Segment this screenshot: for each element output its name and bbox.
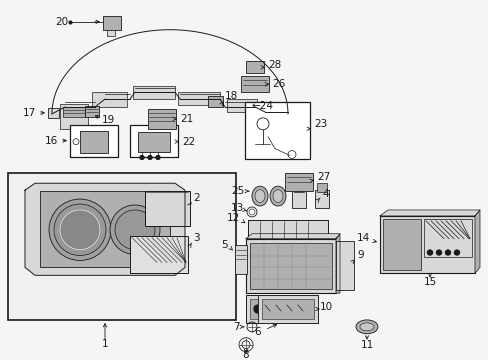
- Text: 14: 14: [356, 233, 369, 243]
- Circle shape: [253, 305, 262, 313]
- Bar: [148, 109, 176, 129]
- Bar: [258, 295, 317, 323]
- Text: 13: 13: [230, 203, 244, 213]
- Circle shape: [140, 156, 143, 159]
- Bar: [245, 239, 335, 293]
- Text: 28: 28: [267, 60, 281, 70]
- Bar: [107, 30, 115, 36]
- Bar: [314, 190, 328, 208]
- Text: 23: 23: [313, 119, 326, 129]
- Bar: [241, 76, 268, 92]
- Bar: [70, 125, 118, 157]
- Text: 17: 17: [23, 108, 36, 118]
- Bar: [178, 92, 220, 105]
- Ellipse shape: [272, 190, 283, 203]
- Text: 19: 19: [102, 115, 115, 125]
- Ellipse shape: [54, 204, 106, 256]
- Circle shape: [436, 250, 441, 255]
- Ellipse shape: [355, 320, 377, 334]
- Text: 20: 20: [55, 17, 68, 27]
- Ellipse shape: [251, 186, 267, 206]
- Text: ←24: ←24: [251, 101, 273, 111]
- Bar: [133, 86, 175, 99]
- Bar: [103, 16, 121, 30]
- Ellipse shape: [359, 323, 373, 331]
- Text: 25: 25: [230, 186, 244, 196]
- Bar: [8, 173, 236, 320]
- Polygon shape: [245, 234, 339, 239]
- Ellipse shape: [254, 190, 264, 203]
- Circle shape: [271, 305, 280, 313]
- Text: 5: 5: [221, 240, 227, 249]
- Bar: [48, 108, 59, 118]
- Bar: [130, 125, 178, 157]
- Text: 15: 15: [423, 277, 436, 287]
- Circle shape: [445, 250, 449, 255]
- Text: 22: 22: [182, 137, 195, 147]
- Bar: [262, 299, 313, 319]
- Polygon shape: [379, 210, 479, 216]
- Bar: [85, 106, 99, 117]
- Ellipse shape: [60, 210, 100, 249]
- Bar: [130, 236, 187, 273]
- Bar: [285, 173, 312, 191]
- Circle shape: [156, 156, 160, 159]
- Bar: [40, 191, 170, 267]
- Bar: [80, 131, 108, 153]
- Text: 1: 1: [102, 339, 108, 349]
- Bar: [207, 96, 223, 107]
- Bar: [379, 216, 474, 273]
- Bar: [249, 243, 331, 289]
- Polygon shape: [25, 183, 184, 275]
- Bar: [235, 245, 246, 274]
- Text: 26: 26: [271, 79, 285, 89]
- Bar: [145, 191, 190, 226]
- Text: 3: 3: [193, 233, 199, 243]
- Bar: [138, 132, 170, 152]
- Bar: [249, 299, 313, 319]
- Text: 4: 4: [321, 189, 328, 199]
- Ellipse shape: [115, 210, 155, 249]
- Circle shape: [289, 305, 297, 313]
- Text: 10: 10: [319, 302, 332, 312]
- Text: 12: 12: [226, 213, 240, 223]
- Text: 2: 2: [193, 193, 199, 203]
- Text: 8: 8: [242, 350, 249, 360]
- Circle shape: [148, 156, 152, 159]
- Bar: [423, 219, 471, 257]
- Bar: [244, 102, 309, 159]
- Bar: [245, 295, 317, 323]
- Text: 16: 16: [45, 136, 58, 146]
- Bar: [245, 62, 264, 73]
- Circle shape: [453, 250, 459, 255]
- Text: 11: 11: [360, 339, 373, 350]
- Ellipse shape: [49, 199, 111, 261]
- Bar: [382, 219, 420, 270]
- Bar: [63, 107, 85, 117]
- Polygon shape: [335, 234, 339, 293]
- Bar: [335, 241, 353, 290]
- Bar: [60, 104, 88, 129]
- Bar: [226, 99, 257, 112]
- Text: 18: 18: [224, 91, 238, 101]
- Polygon shape: [474, 210, 479, 273]
- Text: 27: 27: [316, 172, 329, 182]
- Bar: [247, 220, 327, 240]
- Bar: [92, 92, 127, 107]
- Text: 7: 7: [233, 322, 240, 332]
- Ellipse shape: [110, 205, 160, 255]
- Text: 9: 9: [356, 249, 363, 260]
- Circle shape: [427, 250, 431, 255]
- Bar: [316, 183, 326, 192]
- Text: 6: 6: [254, 327, 261, 337]
- Bar: [293, 183, 304, 192]
- Text: 21: 21: [180, 114, 193, 124]
- Bar: [291, 190, 305, 208]
- Ellipse shape: [269, 186, 285, 206]
